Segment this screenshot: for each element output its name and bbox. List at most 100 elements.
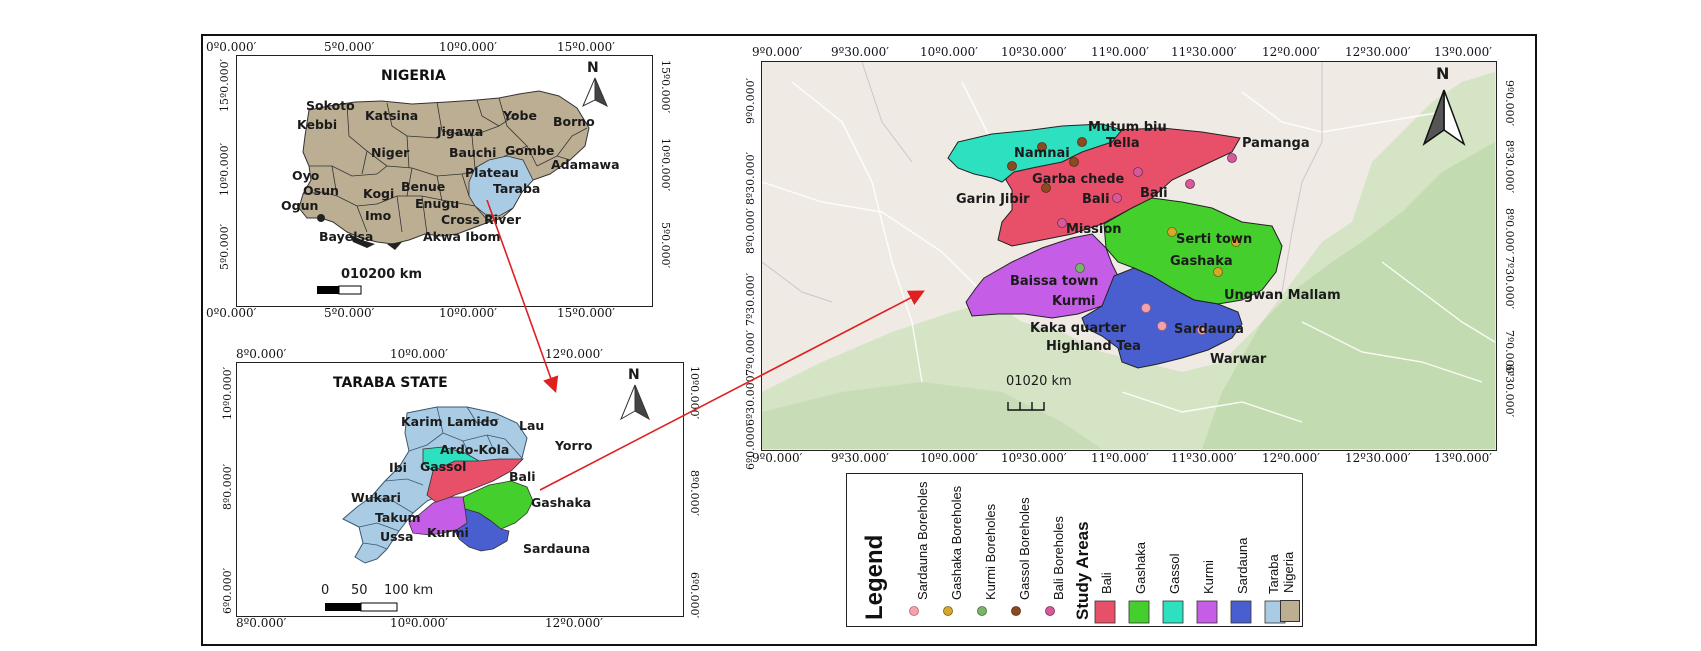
lga-label: Gashaka	[531, 495, 592, 510]
legend-area-label: Sardauna	[1235, 537, 1250, 594]
taraba-top-tick: 10º0.000′	[390, 347, 448, 361]
state-label: Enugu	[415, 196, 460, 211]
nigeria-scale-bar	[317, 285, 362, 295]
nigeria-scale-label: 010200 km	[341, 267, 422, 282]
state-label: Kebbi	[297, 117, 338, 132]
legend-gashaka-borehole	[943, 606, 953, 616]
legend-gassol-swatch	[1162, 600, 1184, 624]
nigeria-bottom-tick: 15º0.000′	[557, 306, 615, 320]
taraba-map	[325, 384, 651, 612]
legend-gassol-borehole	[1011, 606, 1021, 616]
nigeria-bottom-tick: 5º0.000′	[324, 306, 375, 320]
taraba-scale-label: 100 km	[384, 583, 434, 598]
place-label: Bali	[1140, 186, 1168, 201]
taraba-sardauna	[454, 508, 510, 552]
study-scale-label: 01020 km	[1006, 374, 1072, 389]
state-label: Yobe	[503, 108, 537, 123]
legend-area-label: Bali	[1099, 572, 1114, 594]
place-label: Bali	[1082, 192, 1110, 207]
state-label: Ogun	[281, 198, 319, 213]
study-area-map	[762, 62, 1495, 449]
study-top-tick: 13º0.000′	[1434, 45, 1492, 59]
taraba-kurmi	[408, 496, 472, 536]
state-label: Plateau	[465, 165, 519, 180]
lga-label: Takum	[375, 510, 421, 525]
study-bottom-tick: 13º0.000′	[1434, 451, 1492, 465]
legend-area-label: Gassol	[1167, 553, 1182, 594]
lga-label: Kurmi	[427, 525, 469, 540]
study-bottom-tick: 12º30.000′	[1345, 451, 1411, 465]
study-bottom-tick: 9º0.000′	[752, 451, 803, 465]
taraba-left-tick: 8º0.000′	[221, 463, 234, 510]
taraba-bali	[426, 458, 524, 504]
nigeria-left-tick: 10º0.000′	[218, 142, 231, 196]
taraba-scale-label: 0	[321, 583, 330, 598]
state-label: Sokoto	[306, 98, 355, 113]
study-left-tick: 8º0.000′	[744, 207, 757, 254]
study-left-tick: 7º0.000′	[744, 329, 757, 376]
study-bottom-tick: 11º0.000′	[1091, 451, 1149, 465]
taraba-right-tick: 6º0.000′	[688, 572, 701, 619]
nigeria-map-panel: NIGERIA N 010200 km Sokoto Katsina Kebbi…	[236, 55, 653, 307]
state-label: Imo	[365, 208, 392, 223]
north-arrow-icon	[619, 384, 651, 421]
study-left-tick: 7º30.000′	[744, 272, 757, 326]
study-top-tick: 11º0.000′	[1091, 45, 1149, 59]
study-top-tick: 12º0.000′	[1262, 45, 1320, 59]
state-label: Bayelsa	[319, 229, 374, 244]
taraba-left-tick: 6º0.000′	[221, 567, 234, 614]
place-label: Pamanga	[1242, 136, 1310, 151]
study-bottom-tick: 10º0.000′	[920, 451, 978, 465]
legend-sardauna-borehole	[909, 606, 919, 616]
taraba-map-panel: TARABA STATE N 0 50 100 km Karim Lamido …	[236, 362, 684, 617]
north-arrow-icon	[582, 77, 608, 108]
legend-sardauna-swatch	[1230, 600, 1252, 624]
place-label: Baissa town	[1010, 274, 1099, 289]
study-right-tick: 9º0.000′	[1503, 80, 1516, 127]
study-right-tick: 8º0.000′	[1503, 208, 1516, 255]
place-label: Kaka quarter	[1030, 321, 1126, 336]
nigeria-right-tick: 10º0.000′	[659, 138, 672, 192]
bali-boreholes	[1057, 153, 1237, 228]
nigeria-top-tick: 15º0.000′	[557, 40, 615, 54]
lga-label: Bali	[509, 469, 536, 484]
kurmi-boreholes	[1075, 263, 1085, 273]
state-label: Niger	[371, 145, 410, 160]
nigeria-bottom-tick: 0º0.000′	[206, 306, 257, 320]
study-top-tick: 10º0.000′	[920, 45, 978, 59]
place-label: Gashaka	[1170, 254, 1233, 269]
north-label: N	[1436, 64, 1450, 83]
place-label: Sardauna	[1174, 322, 1244, 337]
study-left-tick: 6º30.000′	[744, 372, 757, 426]
state-label: Borno	[553, 114, 595, 129]
study-top-tick: 9º30.000′	[831, 45, 889, 59]
nigeria-right-tick: 15º0.000′	[659, 60, 672, 114]
study-left-tick: 6º0.000′	[744, 423, 757, 470]
north-label: N	[628, 367, 640, 383]
taraba-top-tick: 12º0.000′	[545, 347, 603, 361]
state-label: Adamawa	[551, 157, 620, 172]
legend-area-label: Nigeria	[1281, 551, 1296, 593]
legend-bali-borehole	[1045, 606, 1055, 616]
lga-label: Yorro	[555, 438, 593, 453]
taraba-left-tick: 10º0.000′	[221, 366, 234, 420]
place-label: Ungwan Mallam	[1224, 288, 1341, 303]
study-bottom-tick: 9º30.000′	[831, 451, 889, 465]
study-sardauna	[1081, 267, 1243, 369]
legend-study-areas-title: Study Areas	[1073, 521, 1092, 620]
legend-gashaka-swatch	[1128, 600, 1150, 624]
place-label: Namnai	[1014, 146, 1070, 161]
north-arrow-icon	[1422, 89, 1466, 146]
place-label: Highland Tea	[1046, 339, 1141, 354]
nigeria-title: NIGERIA	[381, 68, 446, 84]
lga-label: Ussa	[380, 529, 414, 544]
place-label: Mission	[1066, 222, 1122, 237]
legend-nigeria-swatch-box	[1280, 600, 1300, 622]
taraba-title: TARABA STATE	[333, 375, 448, 391]
lga-label: Sardauna	[523, 541, 591, 556]
place-label: Kurmi	[1052, 294, 1096, 309]
taraba-bottom-tick: 8º0.000′	[236, 616, 287, 630]
study-top-tick: 9º0.000′	[752, 45, 803, 59]
taraba-right-tick: 8º0.000′	[688, 470, 701, 517]
nigeria-bottom-tick: 10º0.000′	[439, 306, 497, 320]
